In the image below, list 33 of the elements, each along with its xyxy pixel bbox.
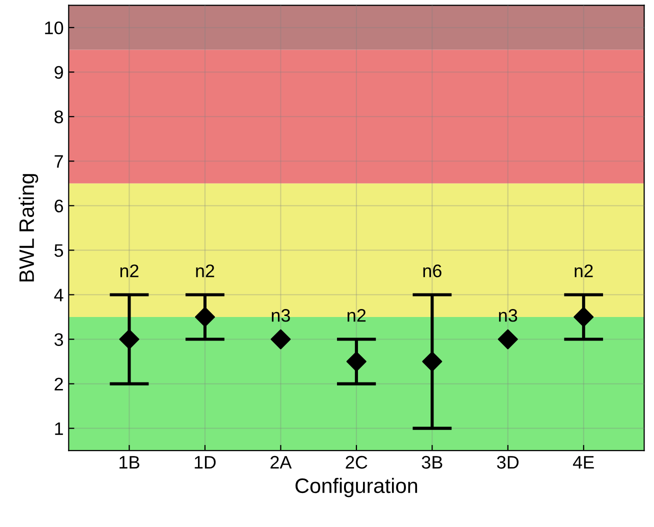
annotation: n2 bbox=[574, 264, 593, 278]
x-tick-label: 2A bbox=[270, 456, 292, 469]
x-tick-label: 2C bbox=[346, 456, 368, 469]
point bbox=[574, 306, 594, 327]
y-axis-title: BWL Rating bbox=[18, 174, 38, 282]
y-tick-label: 4 bbox=[54, 288, 64, 302]
annotation: n3 bbox=[272, 309, 290, 322]
annotation: n2 bbox=[348, 309, 366, 322]
y-tick-label: 8 bbox=[54, 110, 64, 124]
y-tick-label: 7 bbox=[54, 155, 63, 168]
y-tick-label: 5 bbox=[54, 244, 64, 257]
y-tick-label: 10 bbox=[45, 21, 64, 34]
x-tick-label: 1B bbox=[120, 456, 140, 469]
point bbox=[498, 329, 518, 350]
y-tick-label: 2 bbox=[54, 378, 63, 390]
point bbox=[194, 306, 215, 327]
annotation: n2 bbox=[196, 264, 214, 278]
y-tick-label: 3 bbox=[54, 333, 64, 346]
x-tick-label: 3B bbox=[422, 456, 442, 469]
annotation: n2 bbox=[120, 264, 138, 278]
x-tick-label: 3D bbox=[497, 456, 519, 469]
annotation: n6 bbox=[423, 264, 442, 278]
x-axis-title: Configuration bbox=[296, 478, 418, 498]
point bbox=[119, 329, 140, 350]
y-tick-label: 1 bbox=[55, 422, 63, 435]
x-tick-label: 1D bbox=[194, 456, 216, 469]
y-tick-label: 6 bbox=[54, 200, 64, 212]
y-tick-label: 9 bbox=[54, 66, 63, 79]
x-tick-label: 4E bbox=[572, 456, 594, 469]
point bbox=[346, 352, 366, 372]
point bbox=[422, 352, 442, 372]
point bbox=[270, 329, 291, 350]
annotation: n3 bbox=[499, 309, 518, 322]
